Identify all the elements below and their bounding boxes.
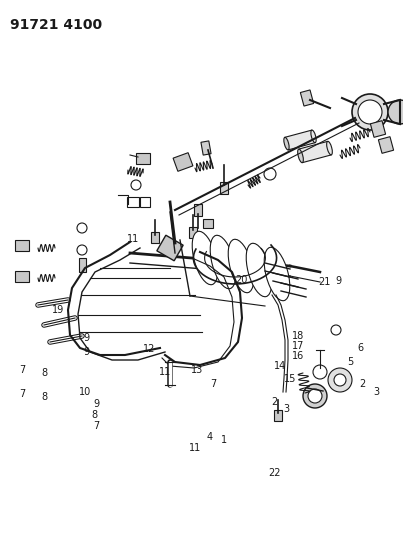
Bar <box>194 204 202 216</box>
Text: 2: 2 <box>271 398 277 407</box>
Text: 15: 15 <box>284 375 296 384</box>
Text: 14: 14 <box>274 361 286 370</box>
Ellipse shape <box>228 239 254 293</box>
Circle shape <box>264 168 276 180</box>
Text: 8: 8 <box>91 410 98 419</box>
Bar <box>151 231 159 243</box>
Bar <box>378 136 394 154</box>
Text: 91721 4100: 91721 4100 <box>10 18 102 32</box>
Ellipse shape <box>246 243 272 297</box>
Circle shape <box>328 368 352 392</box>
Ellipse shape <box>311 130 316 143</box>
Bar <box>136 152 150 164</box>
Text: 16: 16 <box>292 351 304 361</box>
Circle shape <box>313 365 327 379</box>
Bar <box>157 235 183 261</box>
Ellipse shape <box>192 231 218 285</box>
Bar <box>285 130 315 150</box>
Circle shape <box>131 180 141 190</box>
Bar <box>300 90 314 106</box>
Circle shape <box>358 100 382 124</box>
Text: 11: 11 <box>127 234 139 244</box>
Bar <box>189 227 197 238</box>
Text: 22: 22 <box>268 469 280 478</box>
Text: 2: 2 <box>359 379 366 389</box>
Text: 7: 7 <box>19 390 25 399</box>
Bar <box>370 120 386 138</box>
Circle shape <box>77 223 87 233</box>
Text: 6: 6 <box>357 343 364 352</box>
Bar <box>15 239 29 251</box>
Text: 1: 1 <box>220 435 227 445</box>
Bar <box>220 182 228 194</box>
Ellipse shape <box>327 141 332 155</box>
Text: 9: 9 <box>83 334 90 343</box>
Text: 3: 3 <box>283 405 289 414</box>
Text: 8: 8 <box>41 392 48 402</box>
Text: 7: 7 <box>210 379 217 389</box>
Bar <box>127 197 139 207</box>
Text: 5: 5 <box>347 358 354 367</box>
Text: 12: 12 <box>143 344 155 354</box>
Circle shape <box>388 100 403 124</box>
Circle shape <box>331 325 341 335</box>
Text: 11: 11 <box>159 367 171 377</box>
Circle shape <box>303 384 327 408</box>
Text: 11: 11 <box>189 443 202 453</box>
Circle shape <box>308 389 322 403</box>
Ellipse shape <box>264 247 290 301</box>
Text: 10: 10 <box>79 387 91 397</box>
Text: 9: 9 <box>83 347 90 357</box>
Text: 9: 9 <box>93 399 100 409</box>
Text: 18: 18 <box>292 331 304 341</box>
Bar <box>140 197 150 207</box>
Ellipse shape <box>284 138 289 150</box>
Ellipse shape <box>298 149 303 163</box>
Text: 7: 7 <box>93 422 100 431</box>
Bar <box>201 141 211 155</box>
Text: 3: 3 <box>374 387 380 397</box>
Text: 8: 8 <box>41 368 48 378</box>
Bar <box>15 271 29 281</box>
Text: 21: 21 <box>318 278 330 287</box>
Bar <box>173 152 193 171</box>
Bar <box>274 409 282 421</box>
Bar <box>203 219 213 228</box>
Bar <box>299 141 331 163</box>
Bar <box>266 263 278 273</box>
Text: 19: 19 <box>52 305 64 315</box>
Text: 17: 17 <box>292 342 304 351</box>
Text: 20: 20 <box>236 275 248 285</box>
Text: 9: 9 <box>335 277 342 286</box>
Bar <box>79 258 85 272</box>
Ellipse shape <box>210 235 236 289</box>
Text: 13: 13 <box>191 366 204 375</box>
Text: 7: 7 <box>19 366 25 375</box>
Text: 4: 4 <box>206 432 213 442</box>
Circle shape <box>352 94 388 130</box>
Circle shape <box>77 245 87 255</box>
Circle shape <box>334 374 346 386</box>
